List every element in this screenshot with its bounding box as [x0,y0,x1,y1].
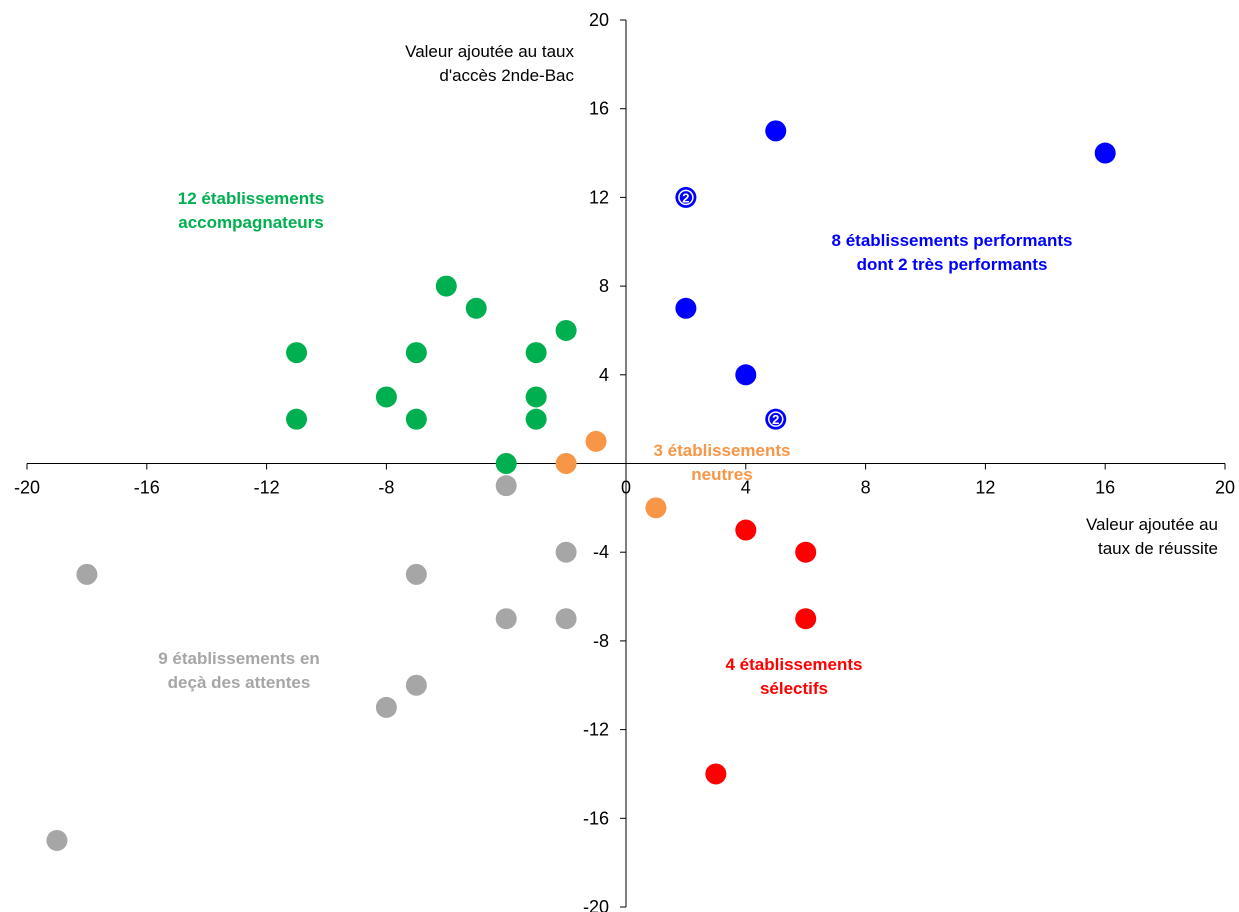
data-point [525,408,547,430]
y-tick-label: 20 [589,10,609,30]
data-point [495,453,517,474]
y-tick-label: -8 [593,631,609,651]
data-point [495,475,517,497]
data-point [286,408,308,430]
group-labels: 12 établissements accompagnateurs 8 établi… [158,189,1072,698]
data-point [405,563,427,585]
data-point [405,674,427,696]
x-axis-title: Valeur ajoutée au taux de réussite [1086,515,1218,558]
data-point [525,342,547,364]
y-tick-label: -20 [583,897,609,912]
y-tick-label: 12 [589,187,609,207]
data-point [795,608,817,630]
data-point [735,519,757,541]
data-point [46,829,68,851]
data-point [735,364,757,386]
x-tick-label: 0 [621,478,631,498]
group-label-line: 3 établissements [653,441,790,460]
x-tick-label: 4 [741,478,751,498]
x-tick-label: -8 [378,478,394,498]
group-label-line: 12 établissements [178,189,324,208]
data-point [405,342,427,364]
data-point [465,297,487,319]
data-point [76,563,98,585]
y-tick-label: -12 [583,720,609,740]
group-label-line: 4 établissements [725,655,862,674]
y-tick-label: -4 [593,542,609,562]
group-label-line: neutres [691,465,752,484]
y-tick-label: 16 [589,99,609,119]
axes: -20-16-12-8-4048121620-20-16-12-8-448121… [14,10,1235,912]
x-axis-title-line: taux de réussite [1098,539,1218,558]
data-point [286,342,308,364]
y-tick-label: -16 [583,808,609,828]
data-point [675,297,697,319]
data-point [435,275,457,297]
point-badge: 2 [682,190,689,205]
data-point [555,453,577,474]
group-label: 12 établissements accompagnateurs [178,189,324,232]
data-point [375,386,397,408]
data-point [405,408,427,430]
group-label: 8 établissements performants dont 2 très … [832,231,1073,274]
data-point [645,497,667,519]
x-tick-label: -20 [14,478,40,498]
badge-ring [678,189,694,206]
y-axis-title: Valeur ajoutée au taux d'accès 2nde-Bac [405,42,574,85]
data-point [555,541,577,563]
y-axis-title-line: d'accès 2nde-Bac [439,66,574,85]
axis-titles: Valeur ajoutée au taux d'accès 2nde-BacVa… [405,42,1218,558]
data-points: 22 [46,120,1116,851]
point-badge: 2 [772,412,779,427]
x-tick-label: 12 [975,478,995,498]
group-label: 4 établissements sélectifs [725,655,862,698]
data-point [1094,142,1116,164]
x-tick-label: -12 [254,478,280,498]
data-point [795,541,817,563]
y-axis-title-line: Valeur ajoutée au taux [405,42,574,61]
x-tick-label: 20 [1215,478,1235,498]
group-label: 3 établissements neutres [653,441,790,484]
x-tick-label: 16 [1095,478,1115,498]
data-point [765,120,787,142]
data-point [375,696,397,718]
group-label-line: 9 établissements en [158,649,320,668]
y-tick-label: 8 [599,276,609,296]
x-axis-title-line: Valeur ajoutée au [1086,515,1218,534]
data-point [495,608,517,630]
group-label: 9 établissements en deçà des attentes [158,649,320,692]
data-point [705,763,727,785]
y-tick-label: 4 [599,365,609,385]
data-point [555,608,577,630]
badge-ring [768,411,784,427]
data-point [525,386,547,408]
group-label-line: 8 établissements performants [832,231,1073,250]
group-label-line: dont 2 très performants [857,255,1048,274]
x-tick-label: -16 [134,478,160,498]
x-tick-label: 8 [861,478,871,498]
data-point [585,430,607,452]
group-label-line: sélectifs [760,679,828,698]
group-label-line: deçà des attentes [168,673,311,692]
data-point [555,319,577,341]
group-label-line: accompagnateurs [178,213,324,232]
